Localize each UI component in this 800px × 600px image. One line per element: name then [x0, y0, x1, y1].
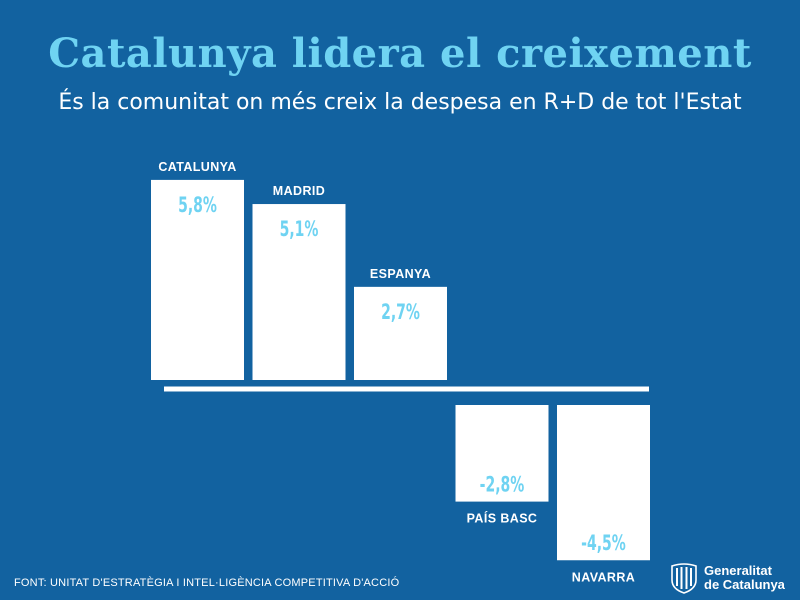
logo-line-2: de Catalunya [704, 577, 785, 592]
value-label: 5,1% [280, 218, 319, 242]
value-label: -2,8% [480, 473, 525, 497]
bar-navarra [557, 405, 650, 561]
generalitat-logo: Generalitat de Catalunya [670, 560, 795, 596]
value-label: -4,5% [581, 532, 626, 556]
category-label: MADRID [273, 184, 325, 198]
value-label: 5,8% [178, 194, 217, 218]
value-label: 2,7% [381, 301, 420, 325]
category-label: PAÍS BASC [467, 511, 538, 526]
bar-espanya [354, 286, 447, 380]
category-label: NAVARRA [572, 570, 635, 584]
category-label: ESPANYA [370, 267, 431, 281]
category-label: CATALUNYA [158, 160, 236, 174]
bar-catalunya [151, 179, 244, 380]
generalitat-emblem-icon [671, 563, 697, 594]
logo-line-1: Generalitat [704, 563, 772, 578]
zero-axis-line [164, 386, 649, 392]
chart-title: Catalunya lidera el creixement [48, 30, 752, 77]
bar-pa-s-basc [455, 405, 549, 502]
bar-madrid [252, 204, 346, 380]
chart-subtitle: És la comunitat on més creix la despesa … [58, 90, 742, 115]
source-note: FONT: UNITAT D'ESTRATÈGIA I INTEL·LIGÈNC… [14, 577, 400, 589]
